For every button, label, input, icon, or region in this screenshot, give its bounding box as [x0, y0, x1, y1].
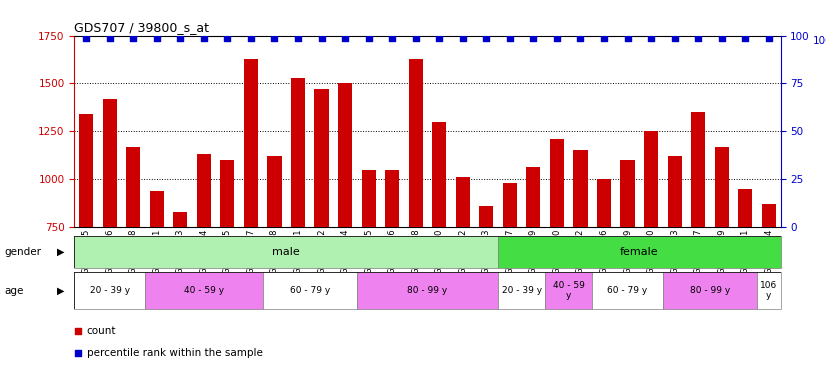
Point: [79, 34, 93, 40]
Point: [762, 34, 776, 40]
Bar: [667, 156, 681, 370]
Point: [503, 34, 516, 40]
Bar: [592, 272, 663, 309]
Bar: [714, 147, 729, 370]
Point: [244, 34, 258, 40]
Point: [574, 34, 587, 40]
Text: 60 - 79 y: 60 - 79 y: [607, 286, 648, 295]
Text: 100%: 100%: [812, 36, 826, 46]
Bar: [550, 139, 564, 370]
Text: 60 - 79 y: 60 - 79 y: [290, 286, 330, 295]
Point: [527, 34, 540, 40]
Point: [621, 34, 634, 40]
Bar: [498, 236, 781, 268]
Bar: [291, 78, 305, 370]
Bar: [762, 204, 776, 370]
Bar: [221, 160, 235, 370]
Bar: [244, 58, 258, 370]
Bar: [315, 89, 329, 370]
Bar: [74, 272, 145, 309]
Point: [173, 34, 187, 40]
Bar: [150, 190, 164, 370]
Bar: [268, 156, 282, 370]
Bar: [526, 166, 540, 370]
Text: ▶: ▶: [56, 247, 64, 257]
Point: [456, 34, 469, 40]
Text: GDS707 / 39800_s_at: GDS707 / 39800_s_at: [74, 21, 209, 34]
Text: 40 - 59
y: 40 - 59 y: [553, 281, 585, 300]
Point: [644, 34, 657, 40]
Point: [268, 34, 281, 40]
Point: [738, 34, 752, 40]
Point: [103, 34, 116, 40]
Point: [221, 34, 234, 40]
Bar: [738, 189, 752, 370]
Point: [691, 34, 705, 40]
Bar: [498, 272, 545, 309]
Bar: [757, 272, 781, 309]
Text: 80 - 99 y: 80 - 99 y: [690, 286, 730, 295]
Point: [668, 34, 681, 40]
Bar: [597, 179, 611, 370]
Point: [315, 34, 328, 40]
Point: [433, 34, 446, 40]
Point: [292, 34, 305, 40]
Point: [597, 34, 610, 40]
Point: [72, 350, 85, 356]
Text: male: male: [273, 247, 300, 257]
Bar: [662, 272, 757, 309]
Bar: [573, 150, 587, 370]
Bar: [479, 206, 493, 370]
Bar: [432, 122, 446, 370]
Point: [480, 34, 493, 40]
Text: percentile rank within the sample: percentile rank within the sample: [87, 348, 263, 358]
Text: 20 - 39 y: 20 - 39 y: [501, 286, 542, 295]
Bar: [102, 99, 116, 370]
Bar: [456, 177, 470, 370]
Bar: [691, 112, 705, 370]
Bar: [79, 114, 93, 370]
Bar: [409, 58, 423, 370]
Bar: [545, 272, 592, 309]
Text: age: age: [4, 286, 23, 296]
Text: 20 - 39 y: 20 - 39 y: [89, 286, 130, 295]
Point: [386, 34, 399, 40]
Point: [72, 328, 85, 334]
Text: 80 - 99 y: 80 - 99 y: [407, 286, 448, 295]
Bar: [503, 183, 517, 370]
Bar: [338, 84, 352, 370]
Bar: [620, 160, 634, 370]
Text: ▶: ▶: [56, 286, 64, 296]
Bar: [197, 154, 211, 370]
Text: count: count: [87, 326, 116, 336]
Bar: [173, 211, 188, 370]
Point: [126, 34, 140, 40]
Text: gender: gender: [4, 247, 41, 257]
Point: [339, 34, 352, 40]
Text: female: female: [620, 247, 658, 257]
Bar: [126, 147, 140, 370]
Bar: [263, 272, 357, 309]
Point: [715, 34, 729, 40]
Text: 106
y: 106 y: [760, 281, 777, 300]
Point: [150, 34, 164, 40]
Bar: [362, 170, 376, 370]
Point: [197, 34, 211, 40]
Bar: [385, 170, 399, 370]
Bar: [145, 272, 263, 309]
Bar: [74, 236, 498, 268]
Bar: [357, 272, 498, 309]
Text: 40 - 59 y: 40 - 59 y: [183, 286, 224, 295]
Point: [550, 34, 563, 40]
Bar: [644, 131, 658, 370]
Point: [362, 34, 375, 40]
Point: [409, 34, 422, 40]
